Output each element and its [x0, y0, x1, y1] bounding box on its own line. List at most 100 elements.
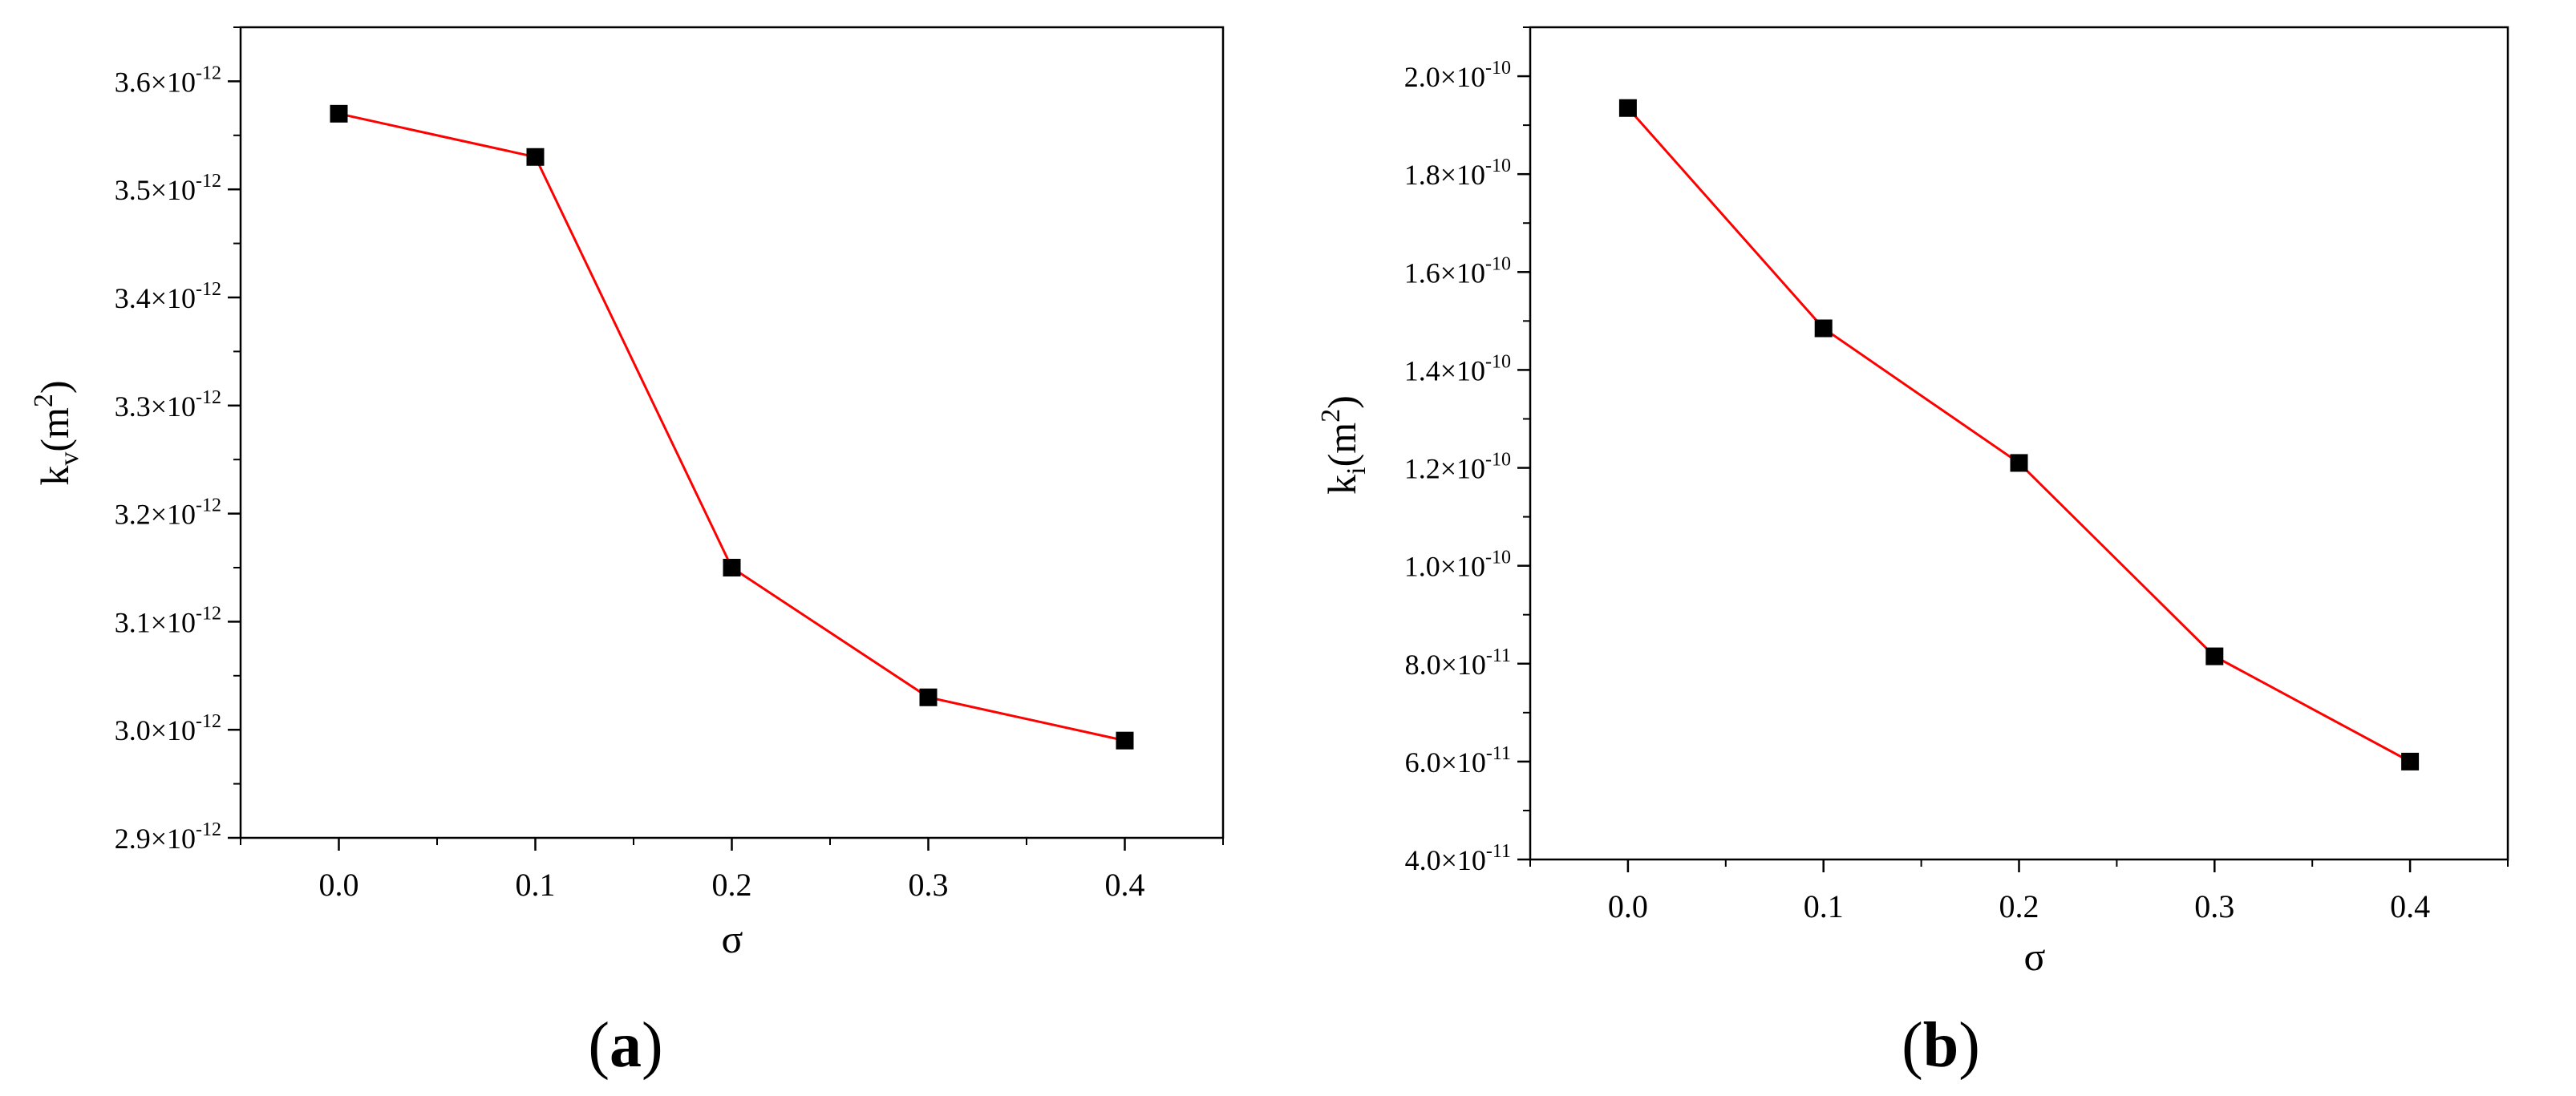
y-label-base: k — [1319, 475, 1364, 495]
panel-label: (b) — [1902, 1010, 1980, 1081]
x-tick-label: 0.0 — [319, 867, 359, 903]
y-tick-exponent: -12 — [196, 603, 221, 624]
y-tick-times: ×10 — [1440, 354, 1485, 386]
x-tick-label: 0.2 — [1999, 888, 2039, 924]
panel-label-close: ) — [1958, 1010, 1980, 1081]
y-tick-exponent: -11 — [1486, 841, 1511, 862]
x-tick-label: 0.4 — [1105, 867, 1145, 903]
y-tick-times: ×10 — [1441, 844, 1486, 876]
y-tick-times: ×10 — [1440, 61, 1485, 93]
y-tick-exponent: -10 — [1485, 548, 1511, 568]
y-tick-exponent: -10 — [1485, 58, 1511, 79]
panel-a: 0.0 0.1 0.2 0.3 0.42.9×10-123.0×10-123.1×10-… — [29, 26, 1225, 1081]
x-tick-label: 0.3 — [909, 867, 949, 903]
y-tick-exponent: -12 — [196, 495, 221, 516]
y-tick-mantissa: 2.0 — [1404, 61, 1440, 93]
data-point-marker — [919, 688, 938, 706]
y-tick-exponent: -10 — [1485, 351, 1511, 372]
y-tick-times: ×10 — [1440, 159, 1485, 191]
y-label-subscript: i — [1342, 467, 1371, 474]
y-tick-label: 8.0×10-11 — [1405, 645, 1511, 681]
panel-label: (a) — [588, 1010, 662, 1081]
y-tick-exponent: -10 — [1485, 450, 1511, 471]
y-tick-mantissa: 1.0 — [1404, 551, 1440, 583]
x-tick-label: 0.4 — [2390, 888, 2430, 924]
y-tick-label: 4.0×10-11 — [1405, 841, 1511, 876]
y-tick-exponent: -10 — [1485, 253, 1511, 274]
y-tick-label: 3.1×10-12 — [115, 603, 221, 638]
y-label-superscript: 2 — [1316, 409, 1346, 423]
panel-b: 0.0 0.1 0.2 0.3 0.44.0×10-116.0×10-118.0×10-… — [1316, 26, 2509, 1081]
y-tick-mantissa: 3.4 — [115, 282, 151, 314]
y-axis-label: kv(m2) — [29, 380, 84, 485]
data-point-marker — [1618, 99, 1637, 117]
y-axis-label: ki(m2) — [1316, 395, 1371, 495]
x-tick-label: 0.1 — [516, 867, 556, 903]
y-tick-mantissa: 3.3 — [115, 390, 151, 423]
y-tick-mantissa: 1.8 — [1404, 159, 1440, 191]
panel-label-letter: b — [1923, 1010, 1959, 1081]
data-point-marker — [2010, 454, 2028, 472]
y-label-close: ) — [1319, 395, 1364, 409]
y-label-base: k — [32, 466, 77, 486]
y-tick-times: ×10 — [151, 606, 196, 638]
y-tick-mantissa: 3.1 — [115, 606, 151, 638]
y-tick-mantissa: 3.2 — [115, 499, 151, 531]
y-tick-times: ×10 — [151, 66, 196, 98]
y-tick-label: 1.8×10-10 — [1404, 156, 1511, 191]
y-tick-times: ×10 — [151, 499, 196, 531]
y-tick-mantissa: 3.5 — [115, 174, 151, 206]
y-tick-label: 1.2×10-10 — [1404, 450, 1511, 485]
y-tick-times: ×10 — [1440, 453, 1485, 485]
series-line — [1626, 107, 2411, 763]
y-tick-exponent: -11 — [1486, 645, 1511, 666]
y-tick-times: ×10 — [1440, 257, 1485, 289]
y-tick-label: 3.0×10-12 — [115, 711, 221, 746]
x-tick-label: 0.3 — [2194, 888, 2234, 924]
y-tick-label: 2.0×10-10 — [1404, 58, 1511, 93]
y-tick-label: 3.6×10-12 — [115, 63, 221, 98]
y-tick-exponent: -12 — [196, 819, 221, 840]
y-tick-label: 3.5×10-12 — [115, 171, 221, 206]
series-line — [338, 112, 1125, 742]
panel-label-open: ( — [1902, 1010, 1923, 1081]
y-tick-times: ×10 — [151, 390, 196, 423]
y-tick-times: ×10 — [151, 823, 196, 855]
y-tick-times: ×10 — [151, 174, 196, 206]
y-tick-label: 3.4×10-12 — [115, 279, 221, 314]
y-tick-exponent: -12 — [196, 171, 221, 192]
data-point-marker — [526, 148, 545, 166]
y-tick-label: 1.4×10-10 — [1404, 351, 1511, 386]
y-tick-exponent: -10 — [1485, 156, 1511, 176]
y-tick-label: 2.9×10-12 — [115, 819, 221, 855]
y-label-unit: (m — [32, 407, 77, 452]
y-tick-mantissa: 1.4 — [1404, 354, 1440, 386]
x-tick-label: 0.2 — [712, 867, 752, 903]
y-tick-mantissa: 1.6 — [1404, 257, 1440, 289]
panel-label-close: ) — [642, 1010, 663, 1081]
y-tick-mantissa: 3.0 — [115, 714, 151, 746]
data-point-marker — [330, 104, 348, 123]
y-tick-exponent: -12 — [196, 279, 221, 300]
plot-frame — [239, 26, 1225, 839]
x-tick-label: 0.0 — [1608, 888, 1648, 924]
x-axis-label: σ — [722, 916, 743, 961]
y-label-unit: (m — [1319, 423, 1364, 467]
y-tick-times: ×10 — [151, 282, 196, 314]
data-point-marker — [723, 559, 741, 576]
y-tick-times: ×10 — [1441, 649, 1486, 681]
y-label-superscript: 2 — [29, 394, 59, 407]
y-tick-mantissa: 1.2 — [1404, 453, 1440, 485]
y-tick-times: ×10 — [151, 714, 196, 746]
data-point-marker — [1116, 731, 1134, 750]
y-tick-label: 3.3×10-12 — [115, 387, 221, 423]
x-axis-label: σ — [2024, 934, 2046, 979]
y-label-subscript: v — [55, 452, 84, 466]
y-tick-mantissa: 8.0 — [1405, 649, 1441, 681]
y-tick-exponent: -12 — [196, 387, 221, 408]
y-tick-exponent: -11 — [1486, 743, 1511, 764]
y-tick-label: 6.0×10-11 — [1405, 743, 1511, 779]
y-tick-mantissa: 6.0 — [1405, 746, 1441, 779]
